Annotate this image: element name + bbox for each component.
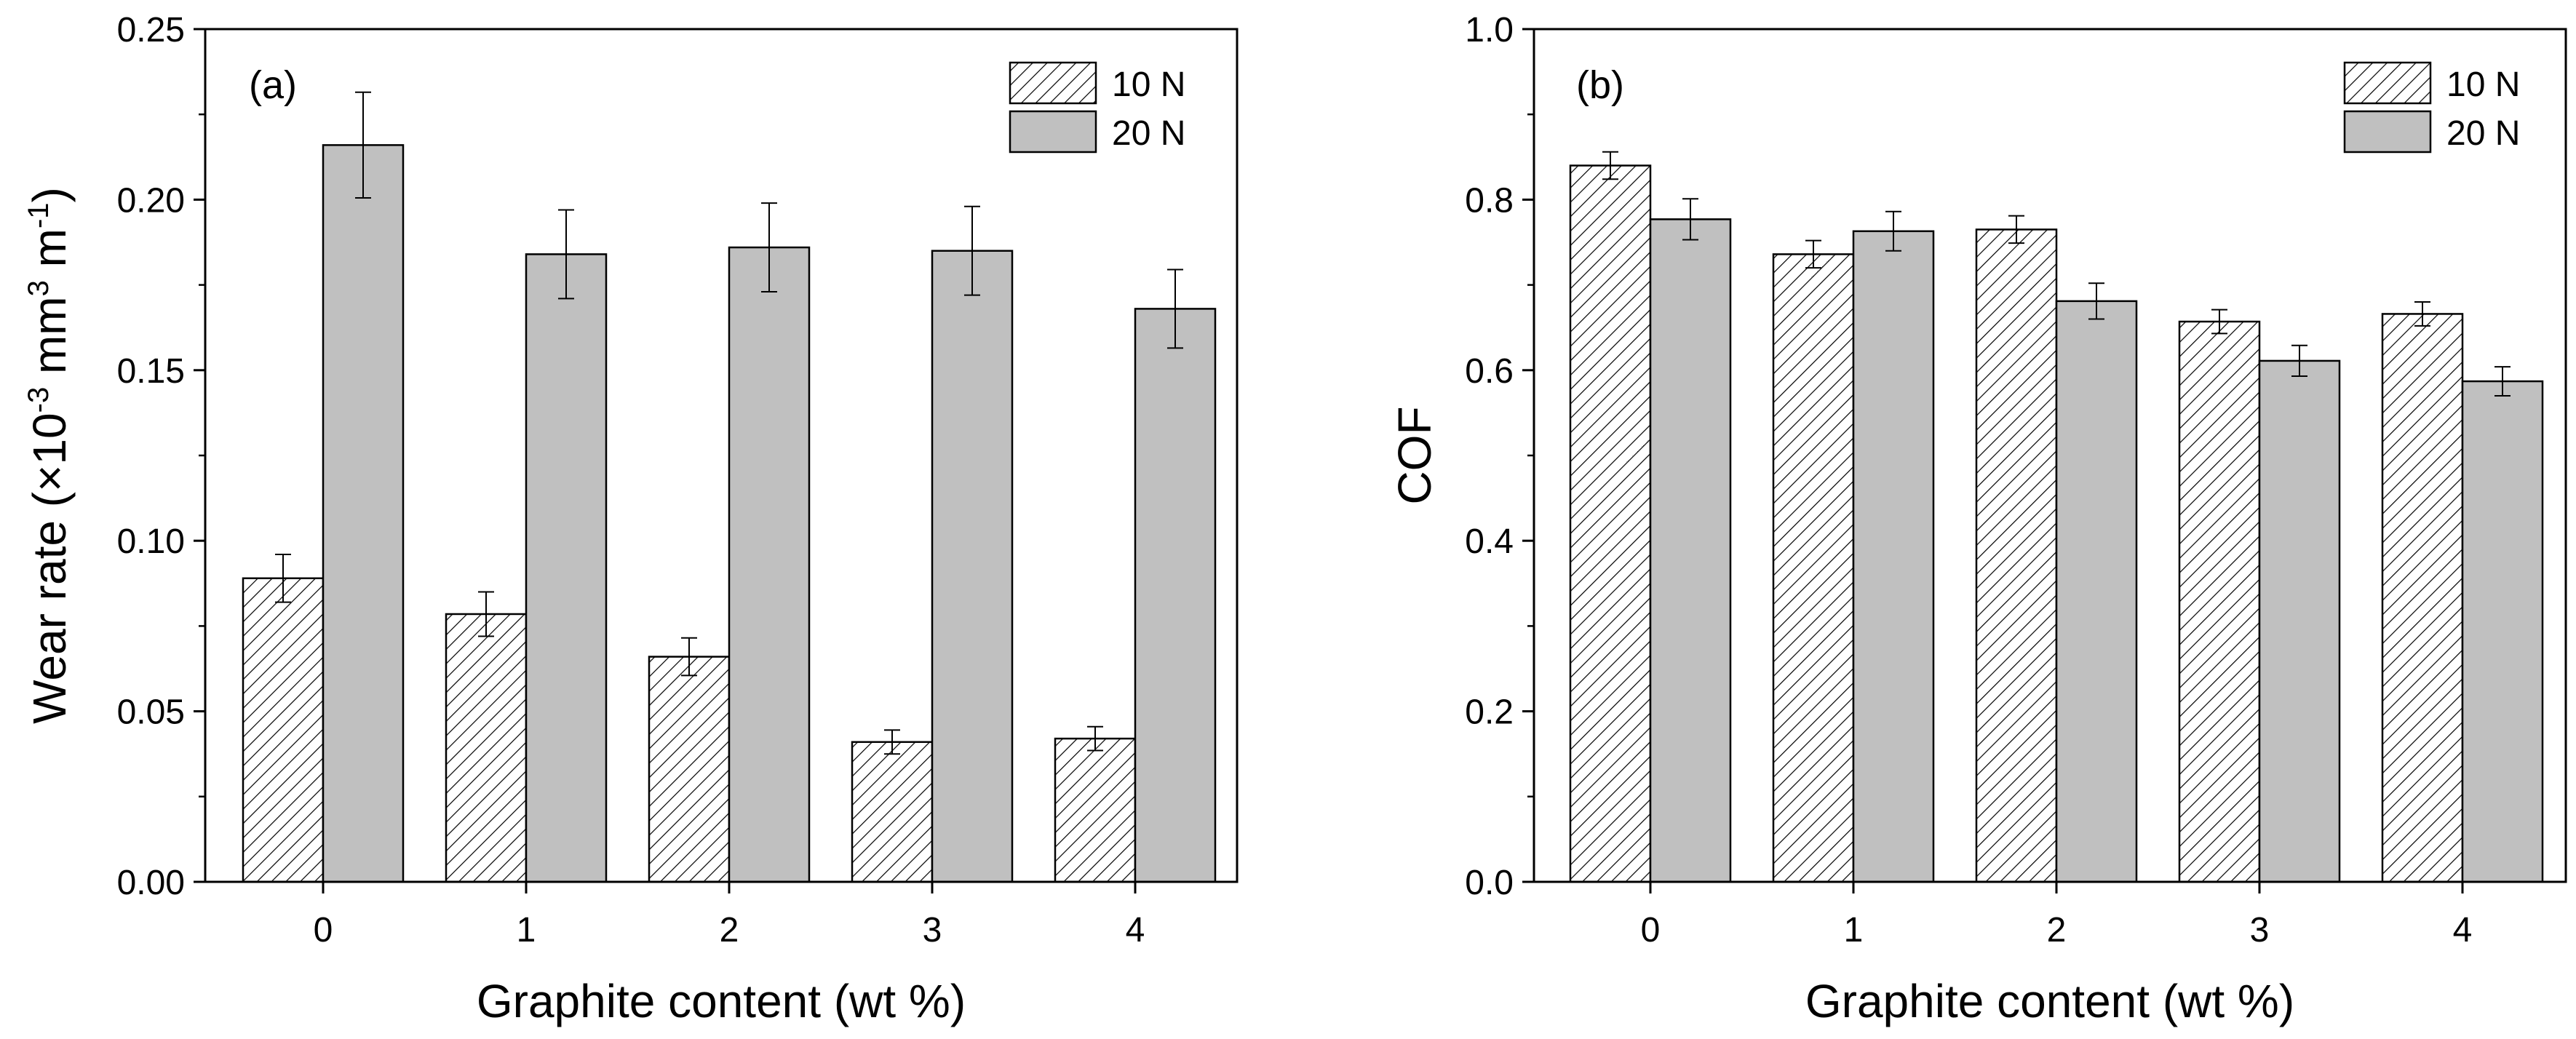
- error-bar-10n-4: [2414, 301, 2430, 327]
- bar-20n-4: [1134, 308, 1217, 883]
- panel-a-x-ticks: 0 1 2 3 4: [314, 882, 1145, 950]
- panel-b-y-ticks: 0.0 0.2 0.4 0.6 0.8 1.0: [1465, 11, 1534, 902]
- legend-label-10n: 10 N: [2446, 65, 2520, 104]
- y-tick-label: 1.0: [1465, 11, 1514, 49]
- x-tick-label: 1: [517, 911, 536, 950]
- panel-b-error-bars: [1602, 151, 2511, 397]
- ylabel-exp2: 3: [23, 280, 55, 296]
- panel-a-y-axis-title: Wear rate (×10-3 mm3 m-1): [23, 187, 76, 724]
- error-bar-10n-4: [1087, 725, 1103, 752]
- legend-label-20n: 20 N: [2446, 114, 2520, 153]
- x-tick-label: 2: [2047, 911, 2067, 950]
- panel-a-legend: 10 N 20 N: [1009, 61, 1185, 154]
- bar-10n-0: [1569, 164, 1652, 883]
- y-tick-label: 0.25: [117, 11, 185, 49]
- panel-b-label: (b): [1576, 63, 1624, 107]
- bar-10n-3: [851, 741, 934, 883]
- error-bar-10n-2: [681, 637, 697, 677]
- legend-swatch-20n: [2343, 110, 2432, 154]
- y-tick-label: 0.10: [117, 522, 185, 561]
- bar-10n-4: [1054, 737, 1137, 883]
- panel-b-legend: 10 N 20 N: [2343, 61, 2520, 154]
- bar-20n-3: [2258, 359, 2341, 883]
- ylabel-mid: mm: [23, 296, 76, 386]
- error-bar-20n-2: [761, 202, 777, 292]
- ylabel-exp3: -1: [23, 202, 55, 228]
- legend-swatch-20n: [1009, 110, 1097, 154]
- x-tick-label: 0: [1641, 911, 1661, 950]
- error-bar-20n-0: [1682, 198, 1698, 241]
- y-tick-label: 0.4: [1465, 522, 1514, 561]
- x-tick-label: 3: [2250, 911, 2270, 950]
- error-bar-10n-1: [478, 591, 494, 637]
- bar-10n-3: [2178, 320, 2261, 883]
- ylabel-end: ): [23, 187, 76, 202]
- ylabel-mid2: m: [23, 228, 76, 280]
- bar-20n-0: [322, 144, 405, 883]
- x-tick-label: 1: [1844, 911, 1864, 950]
- panel-b-y-axis-title: COF: [1388, 406, 1441, 504]
- panel-a-y-ticks: 0.00 0.05 0.10 0.15 0.20 0.25: [117, 11, 205, 902]
- panel-a-chart: 0.00 0.05 0.10 0.15 0.20 0.25 0 1 2 3 4 (a) Graph…: [23, 11, 1239, 1027]
- bar-10n-2: [648, 656, 731, 883]
- x-tick-label: 2: [720, 911, 739, 950]
- bar-20n-3: [931, 250, 1014, 883]
- error-bar-10n-1: [1805, 239, 1821, 269]
- error-bar-20n-3: [964, 205, 980, 296]
- error-bar-20n-4: [1167, 268, 1183, 349]
- legend-label-20n: 20 N: [1112, 114, 1185, 153]
- y-tick-label: 0.8: [1465, 181, 1514, 220]
- bar-20n-0: [1649, 218, 1732, 883]
- bar-20n-2: [728, 246, 811, 883]
- panel-a-bars: [242, 144, 1217, 883]
- error-bar-20n-1: [1885, 210, 1901, 252]
- ylabel-base: Wear rate (×10: [23, 413, 76, 723]
- y-tick-label: 0.05: [117, 693, 185, 732]
- error-bar-10n-3: [884, 729, 900, 755]
- ylabel-exp1: -3: [23, 387, 55, 413]
- error-bar-20n-3: [2291, 344, 2307, 378]
- error-bar-10n-3: [2211, 308, 2227, 335]
- panel-a-label: (a): [249, 63, 297, 107]
- error-bar-10n-0: [275, 553, 291, 603]
- bar-20n-4: [2461, 380, 2544, 883]
- error-bar-10n-0: [1602, 151, 1618, 180]
- y-tick-label: 0.15: [117, 352, 185, 391]
- bar-10n-1: [445, 613, 528, 883]
- panel-b-chart: 0.0 0.2 0.4 0.6 0.8 1.0 0 1 2 3 4 (b) Graphite co…: [1388, 11, 2567, 1027]
- error-bar-20n-2: [2088, 282, 2104, 320]
- x-tick-label: 0: [314, 911, 333, 950]
- bar-10n-4: [2381, 313, 2464, 883]
- panel-a-x-axis-title: Graphite content (wt %): [477, 975, 966, 1027]
- error-bar-20n-1: [558, 209, 574, 300]
- x-tick-label: 3: [923, 911, 942, 950]
- panel-b-bars: [1569, 164, 2544, 883]
- panel-b-x-axis-title: Graphite content (wt %): [1805, 975, 2294, 1027]
- legend-swatch-10n: [1009, 61, 1097, 105]
- error-bar-10n-2: [2008, 215, 2024, 244]
- y-tick-label: 0.6: [1465, 352, 1514, 391]
- y-tick-label: 0.2: [1465, 693, 1514, 732]
- bar-20n-2: [2055, 300, 2138, 883]
- y-tick-label: 0.00: [117, 864, 185, 902]
- panel-b-x-ticks: 0 1 2 3 4: [1641, 882, 2473, 950]
- bar-10n-0: [242, 577, 325, 883]
- bar-20n-1: [1852, 230, 1935, 883]
- error-bar-20n-4: [2494, 366, 2511, 397]
- bar-10n-1: [1772, 253, 1855, 883]
- bar-20n-1: [525, 253, 608, 883]
- bar-10n-2: [1975, 228, 2058, 883]
- error-bar-20n-0: [355, 91, 371, 199]
- y-tick-label: 0.20: [117, 181, 185, 220]
- x-tick-label: 4: [2453, 911, 2473, 950]
- panel-a-error-bars: [275, 91, 1183, 755]
- x-tick-label: 4: [1126, 911, 1145, 950]
- legend-label-10n: 10 N: [1112, 65, 1185, 104]
- legend-swatch-10n: [2343, 61, 2432, 105]
- y-tick-label: 0.0: [1465, 864, 1514, 902]
